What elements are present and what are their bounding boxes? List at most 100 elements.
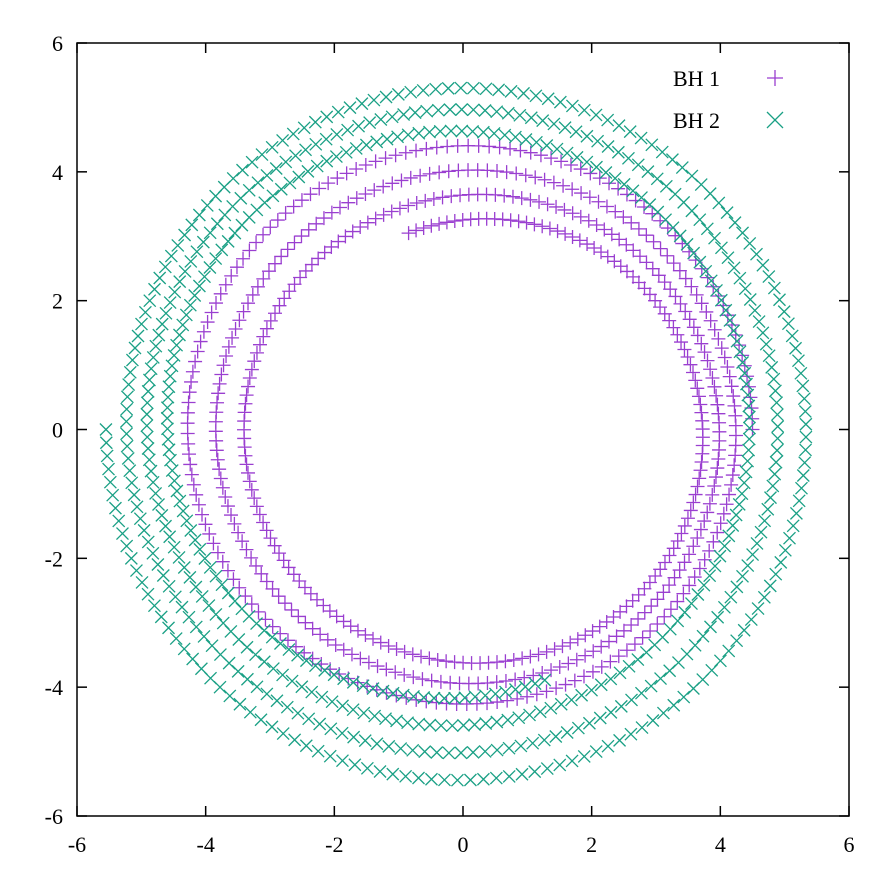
data-point: [523, 192, 538, 207]
data-point: [190, 344, 205, 359]
data-point: [625, 593, 640, 608]
data-point: [265, 581, 280, 596]
data-point: [666, 256, 681, 271]
data-point: [429, 82, 443, 96]
data-point: [256, 271, 271, 286]
data-point: [589, 217, 604, 232]
data-point: [332, 200, 347, 215]
data-point: [550, 224, 565, 239]
data-point: [626, 243, 641, 258]
x-tick-label: -2: [325, 832, 343, 857]
data-point: [765, 360, 779, 374]
data-point: [696, 629, 710, 643]
data-point: [565, 693, 578, 707]
data-point: [604, 672, 618, 686]
data-point: [614, 699, 628, 713]
data-point: [349, 191, 364, 206]
data-point: [735, 348, 750, 363]
data-point: [272, 546, 287, 561]
data-point: [259, 574, 274, 589]
data-point: [693, 463, 708, 478]
data-point: [758, 514, 772, 528]
data-point: [599, 166, 613, 179]
data-point: [677, 555, 692, 570]
data-point: [167, 474, 181, 488]
data-point: [160, 411, 174, 425]
data-point: [235, 534, 250, 549]
data-point: [591, 194, 606, 209]
data-point: [320, 632, 335, 647]
data-point: [619, 237, 634, 252]
data-point: [221, 339, 236, 354]
data-point: [173, 328, 186, 342]
data-point: [192, 279, 206, 293]
data-point: [663, 602, 678, 617]
data-point: [231, 664, 245, 678]
data-point: [691, 389, 706, 404]
data-point: [424, 673, 439, 688]
data-point: [120, 539, 134, 553]
data-point: [549, 199, 564, 214]
data-point: [763, 579, 777, 593]
data-point: [585, 624, 600, 639]
data-point: [466, 81, 480, 95]
data-point: [540, 762, 554, 775]
data-point: [634, 131, 648, 145]
data-point: [189, 580, 203, 594]
data-point: [133, 512, 147, 526]
data-point: [694, 296, 709, 311]
data-point: [722, 369, 737, 384]
data-point: [355, 97, 369, 111]
data-point: [662, 578, 677, 593]
data-point: [724, 590, 738, 604]
data-point: [703, 313, 718, 328]
data-point: [707, 322, 722, 337]
data-point: [737, 476, 751, 490]
data-point: [297, 580, 312, 595]
data-point: [581, 213, 596, 228]
y-tick-label: -6: [45, 804, 63, 829]
data-point: [397, 667, 412, 682]
data-point: [267, 256, 282, 271]
data-point: [644, 679, 658, 693]
data-point: [602, 176, 617, 191]
data-point: [270, 694, 284, 708]
data-point: [710, 397, 725, 412]
series-layer: [99, 81, 813, 787]
data-point: [667, 570, 682, 585]
data-point: [498, 128, 512, 142]
data-point: [589, 745, 603, 759]
data-point: [685, 169, 699, 183]
data-point: [536, 114, 550, 128]
data-point: [526, 668, 541, 683]
data-point: [123, 464, 137, 478]
data-point: [552, 660, 567, 675]
data-point: [675, 161, 689, 175]
data-point: [176, 318, 190, 332]
data-point: [547, 117, 561, 131]
data-point: [707, 379, 722, 394]
data-point: [219, 349, 234, 364]
data-point: [479, 82, 493, 96]
data-point: [783, 531, 796, 545]
data-point: [324, 722, 338, 736]
data-point: [223, 689, 237, 703]
data-point: [215, 243, 229, 257]
data-point: [103, 475, 117, 489]
data-point: [260, 687, 274, 701]
data-point: [249, 345, 264, 360]
data-point: [336, 614, 351, 629]
data-point: [713, 654, 727, 668]
data-point: [178, 264, 192, 278]
data-point: [161, 422, 174, 436]
data-point: [489, 655, 504, 670]
data-point: [209, 433, 224, 448]
data-point: [329, 150, 343, 164]
data-point: [519, 133, 533, 146]
data-point: [657, 609, 672, 624]
data-point: [720, 360, 735, 375]
data-point: [509, 166, 524, 181]
data-point: [537, 733, 551, 747]
data-point: [123, 365, 137, 379]
data-point: [678, 304, 693, 319]
